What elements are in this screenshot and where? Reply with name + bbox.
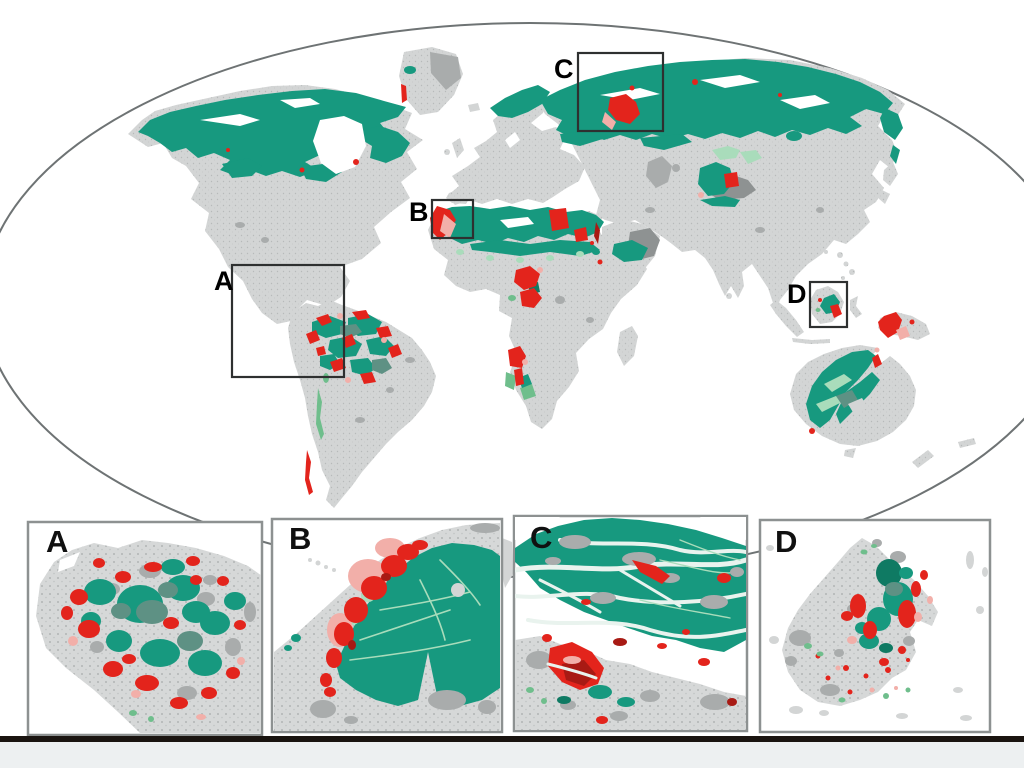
inset-box-a-label: A — [214, 266, 234, 296]
wilderness-loss-areas — [226, 79, 915, 495]
inset-box-a: A — [214, 263, 346, 379]
inset-panel-a: A — [26, 520, 264, 737]
inset-box-c: C — [554, 51, 665, 133]
sumatra — [770, 300, 804, 337]
inset-box-b: B — [409, 197, 475, 240]
africa — [428, 207, 647, 429]
inset-box-b-label: B — [409, 197, 429, 227]
inset-box-c-label: C — [554, 54, 574, 84]
panel-b-content — [274, 523, 500, 731]
panel-a-loss — [61, 556, 246, 722]
inset-panels: A — [26, 514, 992, 737]
inset-box-d: D — [787, 279, 849, 329]
new-zealand — [912, 450, 934, 468]
panel-d-label: D — [775, 524, 797, 559]
sahel-green-fringe — [456, 249, 584, 263]
inset-box-d-rect — [808, 280, 849, 329]
bottom-strip — [0, 742, 1024, 768]
panel-c-content — [515, 517, 746, 730]
inset-box-c-rect — [576, 51, 665, 133]
bottom-bar — [0, 736, 1024, 742]
sulawesi — [850, 296, 862, 318]
world-map: A B C D — [0, 22, 1024, 588]
inset-box-d-label: D — [787, 279, 807, 309]
panel-c-loss — [542, 560, 737, 724]
madagascar — [617, 326, 638, 366]
java — [792, 338, 830, 344]
japan — [883, 162, 898, 186]
inset-panel-b: B — [270, 517, 504, 734]
inset-box-b-rect — [430, 198, 475, 240]
inset-boxes: A B C D — [214, 51, 849, 379]
panel-c-taiga-wedges — [526, 685, 635, 707]
panel-d-content — [766, 538, 988, 721]
amazon-wilderness — [312, 314, 394, 376]
panel-b-canary-islands — [308, 558, 336, 572]
panel-c-label: C — [530, 520, 552, 555]
panel-a-content — [36, 540, 261, 733]
panel-d-small-islands — [766, 545, 988, 721]
amazon-loss — [306, 310, 402, 384]
europe — [447, 93, 585, 205]
inset-panel-d: D — [758, 518, 992, 734]
panel-a-label: A — [46, 524, 68, 559]
inset-box-a-rect — [230, 263, 346, 379]
inset-panel-c: C — [512, 514, 749, 733]
panel-d-green-specks — [804, 544, 911, 703]
panel-b-dark-patches — [310, 523, 500, 724]
panel-d-loss — [815, 570, 933, 695]
panel-b-label: B — [289, 521, 311, 556]
